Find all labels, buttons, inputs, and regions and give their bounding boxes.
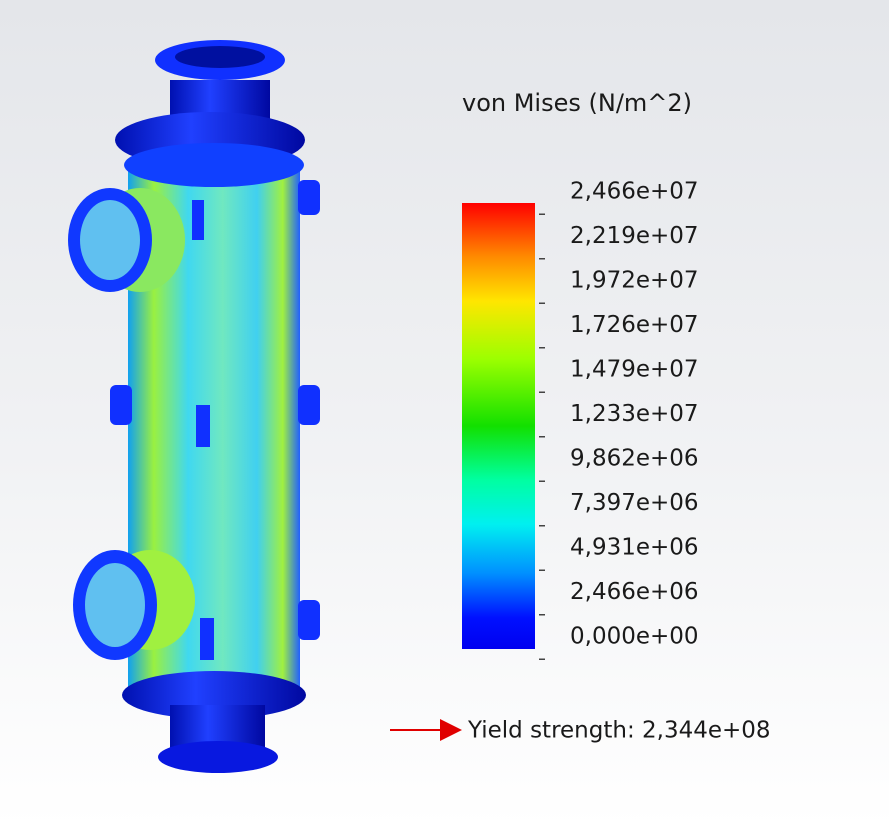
page: {"legend": {"title": "von Mises (N/m^2)"… [0,0,889,827]
legend-label: 2,466e+06 [570,579,699,605]
legend-title: von Mises (N/m^2) [462,89,692,117]
color-scale [462,203,535,649]
legend-label: 0,000e+00 [570,624,699,650]
legend-label: 1,972e+07 [570,268,699,294]
legend-label: 1,726e+07 [570,312,699,338]
legend-label: 2,466e+07 [570,179,699,205]
legend-label: 7,397e+06 [570,490,699,516]
yield-strength: Yield strength: 2,344e+08 [467,718,771,744]
legend-label: 4,931e+06 [570,535,699,561]
legend-label: 1,233e+07 [570,401,699,427]
legend-label: 1,479e+07 [570,357,699,383]
viewport: von Mises (N/m^2) 2,466e+07 2,219e+07 1,97… [0,0,889,827]
legend-label: 2,219e+07 [570,223,699,249]
legend-label: 9,862e+06 [570,446,699,472]
